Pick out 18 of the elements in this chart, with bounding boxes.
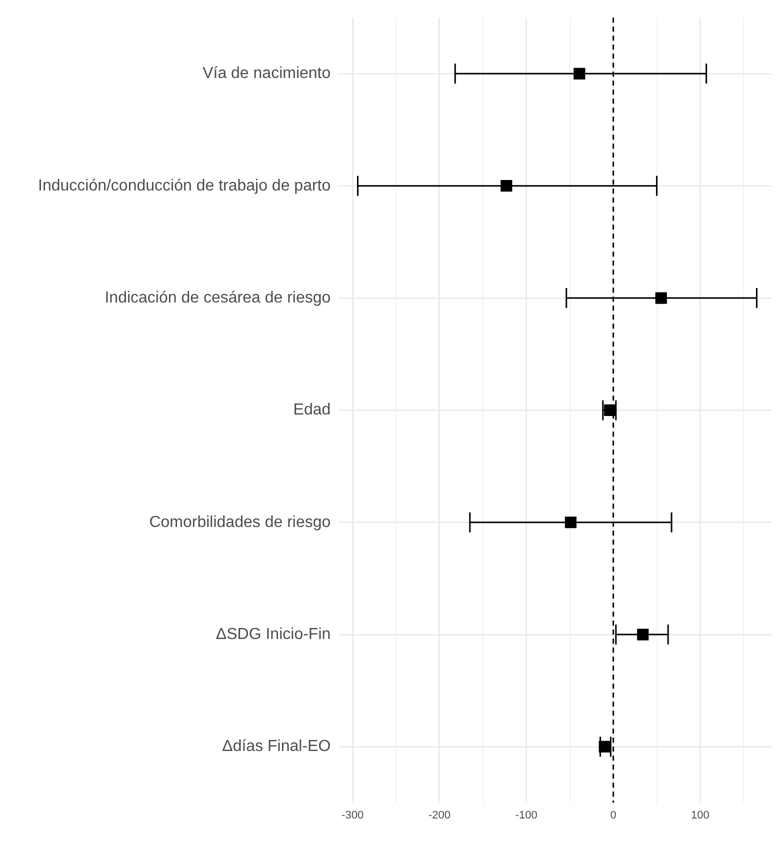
y-tick-label: Comorbilidades de riesgo xyxy=(149,514,331,531)
y-tick-label: ΔSDG Inicio-Fin xyxy=(216,626,331,643)
point xyxy=(655,292,667,304)
x-tick-label: 0 xyxy=(610,809,616,822)
y-tick-label: Inducción/conducción de trabajo de parto xyxy=(38,177,331,194)
point xyxy=(500,180,512,192)
x-tick-label: -300 xyxy=(342,809,364,822)
point xyxy=(637,628,649,640)
y-tick-label: Edad xyxy=(293,402,331,419)
point xyxy=(574,68,586,80)
y-tick-label: Vía de nacimiento xyxy=(202,65,331,82)
y-tick-label: Indicación de cesárea de riesgo xyxy=(104,289,331,306)
point xyxy=(598,740,610,753)
y-tick-label: Δdías Final-EO xyxy=(222,738,331,756)
x-tick-label: 100 xyxy=(691,809,710,822)
x-tick-label: -200 xyxy=(428,809,450,822)
x-tick-label: -100 xyxy=(515,809,538,822)
point xyxy=(564,516,577,528)
